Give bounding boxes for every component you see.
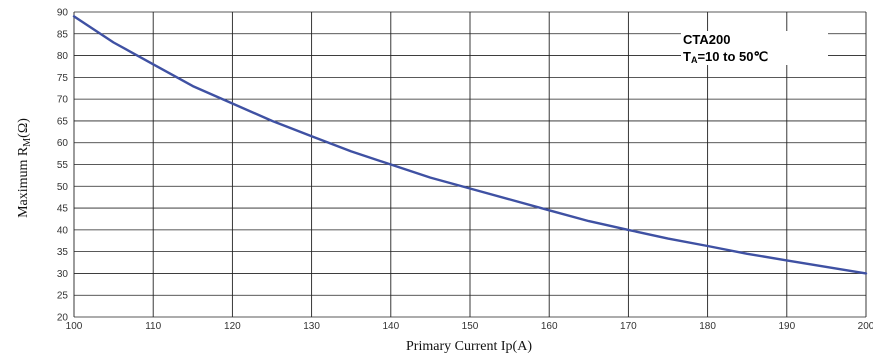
y-tick-label: 85 [57,29,69,40]
x-tick-label: 180 [699,321,716,332]
y-tick-label: 80 [57,51,69,62]
y-tick-label: 90 [57,8,69,19]
legend-line-1: CTA200 [683,32,730,47]
legend-line-2-sub: A [691,55,698,65]
series-line [72,15,868,275]
y-tick-label: 60 [57,138,69,149]
x-tick-label: 170 [620,321,637,332]
x-axis-title: Primary Current Ip(A) [406,339,532,354]
x-tick-label: 140 [382,321,399,332]
y-tick-label: 55 [57,160,69,171]
legend-line-2-prefix: T [683,49,691,64]
y-tick-label: 25 [57,291,69,302]
legend-box [681,31,828,65]
legend: CTA200 TA=10 to 50℃ [681,31,828,65]
series-layer [72,15,868,275]
y-tick-label: 40 [57,225,69,236]
tick-labels: 20 25 30 35 40 45 50 55 60 65 70 75 80 85 90 100 110 120 1… [57,8,873,333]
legend-line-2-rest: =10 to 50℃ [697,49,768,64]
x-tick-label: 150 [462,321,479,332]
y-tick-label: 35 [57,247,69,258]
y-tick-label: 70 [57,95,69,106]
y-tick-label: 50 [57,182,69,193]
x-tick-label: 160 [541,321,558,332]
x-tick-label: 190 [778,321,795,332]
legend-line-2: TA=10 to 50℃ [683,49,768,65]
x-tick-label: 130 [303,321,320,332]
x-tick-label: 200 [858,321,873,332]
y-axis-title: Maximum RM(Ω) [16,118,33,218]
x-tick-label: 120 [224,321,241,332]
y-tick-label: 75 [57,73,69,84]
y-axis-title-main: Maximum R [16,146,31,218]
y-tick-label: 20 [57,313,69,324]
y-axis-title-sub: M [22,138,33,147]
y-tick-label: 65 [57,116,69,127]
y-tick-label: 30 [57,269,69,280]
y-axis-title-unit: (Ω) [16,118,31,138]
x-tick-label: 100 [66,321,83,332]
y-tick-label: 45 [57,204,69,215]
x-tick-label: 110 [145,321,161,332]
